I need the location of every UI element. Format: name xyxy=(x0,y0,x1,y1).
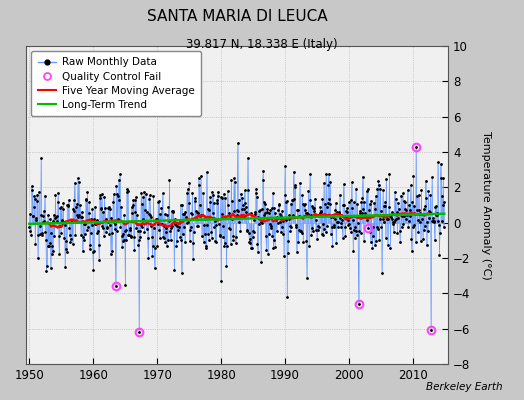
Legend: Raw Monthly Data, Quality Control Fail, Five Year Moving Average, Long-Term Tren: Raw Monthly Data, Quality Control Fail, … xyxy=(31,51,201,116)
Y-axis label: Temperature Anomaly (°C): Temperature Anomaly (°C) xyxy=(482,131,492,279)
Text: Berkeley Earth: Berkeley Earth xyxy=(427,382,503,392)
Text: 39.817 N, 18.338 E (Italy): 39.817 N, 18.338 E (Italy) xyxy=(186,38,338,51)
Title: SANTA MARIA DI LEUCA: SANTA MARIA DI LEUCA xyxy=(147,9,328,24)
